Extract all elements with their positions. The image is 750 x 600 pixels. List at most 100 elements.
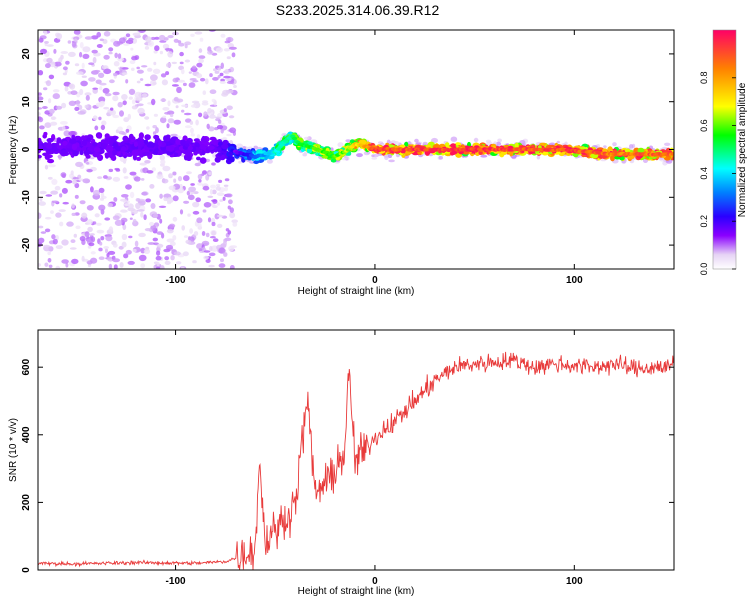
noise-blob — [50, 190, 59, 195]
snr-y-axis-label: SNR (10 * v/v) — [8, 418, 19, 482]
noise-blob — [168, 223, 176, 228]
noise-blob — [132, 218, 137, 224]
noise-blob — [128, 235, 133, 239]
colorbar-label: Normalized spectral amplitude — [737, 82, 748, 217]
noise-blob — [181, 68, 185, 75]
noise-blob — [38, 92, 42, 96]
noise-blob — [134, 240, 139, 247]
noise-blob — [115, 168, 121, 172]
noise-blob — [176, 98, 184, 103]
noise-blob — [62, 125, 66, 131]
noise-blob — [117, 126, 123, 132]
noise-blob — [220, 33, 226, 38]
noise-blob — [91, 49, 98, 54]
halo-blob — [473, 137, 479, 143]
noise-blob — [121, 233, 128, 241]
noise-blob — [123, 253, 129, 259]
noise-blob — [198, 222, 202, 229]
noise-blob — [202, 209, 207, 213]
noise-blob — [103, 175, 108, 179]
noise-blob — [58, 155, 62, 160]
noise-blob — [173, 119, 181, 125]
noise-blob — [223, 252, 228, 257]
noise-blob — [187, 194, 195, 201]
noise-blob — [38, 201, 46, 206]
band-blob — [112, 149, 118, 156]
noise-blob — [208, 252, 216, 257]
noise-blob — [183, 235, 189, 238]
noise-blob — [76, 71, 84, 76]
noise-blob — [228, 115, 235, 119]
noise-blob — [38, 37, 44, 43]
noise-blob — [38, 212, 42, 219]
band-blob — [539, 142, 547, 147]
noise-blob — [187, 213, 191, 217]
noise-blob — [65, 179, 73, 184]
snr-x-axis-label: Height of straight line (km) — [298, 586, 415, 597]
noise-blob — [98, 256, 105, 261]
noise-blob — [179, 209, 184, 215]
noise-blob — [109, 109, 117, 116]
noise-blob — [208, 264, 215, 268]
noise-blob — [38, 263, 42, 267]
noise-blob — [82, 178, 91, 184]
noise-blob — [198, 112, 203, 118]
band-blob — [220, 150, 229, 154]
noise-blob — [175, 105, 179, 109]
noise-blob — [136, 69, 144, 74]
snr-axes: -100 0 100 0 200 400 600 — [21, 330, 674, 587]
noise-blob — [184, 59, 191, 63]
noise-blob — [194, 31, 203, 35]
band-blob — [187, 145, 193, 151]
band-blob — [53, 147, 59, 152]
noise-blob — [90, 251, 96, 255]
band-blob — [108, 139, 113, 147]
noise-blob — [97, 176, 103, 180]
noise-blob — [154, 36, 160, 40]
noise-blob — [47, 258, 52, 263]
noise-blob — [213, 68, 217, 72]
noise-blob — [121, 67, 129, 70]
noise-blob — [40, 48, 47, 55]
noise-blob — [208, 171, 213, 176]
noise-blob — [67, 40, 72, 44]
noise-blob — [38, 96, 44, 101]
noise-blob — [99, 86, 103, 91]
noise-blob — [68, 100, 77, 107]
noise-blob — [66, 221, 74, 227]
noise-blob — [155, 255, 162, 261]
noise-blob — [209, 188, 213, 195]
noise-blob — [232, 222, 238, 227]
noise-blob — [125, 128, 130, 133]
noise-blob — [196, 217, 203, 224]
noise-blob — [205, 78, 209, 85]
noise-blob — [70, 90, 78, 95]
noise-blob — [177, 79, 185, 83]
noise-blob — [211, 162, 216, 166]
noise-blob — [62, 66, 68, 71]
colorbar-tick-label: 0.6 — [699, 119, 709, 132]
noise-blob — [216, 124, 224, 130]
noise-blob — [198, 48, 203, 53]
noise-blob — [190, 127, 194, 134]
band-blob — [92, 142, 98, 147]
noise-blob — [227, 205, 231, 210]
band-blob — [144, 134, 151, 141]
band-blob — [104, 133, 110, 139]
band-blob — [43, 131, 48, 136]
noise-blob — [211, 230, 217, 236]
noise-blob — [163, 197, 168, 202]
noise-blob — [79, 236, 86, 242]
noise-blob — [45, 80, 52, 87]
noise-blob — [165, 71, 170, 76]
halo-blob — [238, 160, 243, 164]
noise-blob — [159, 40, 167, 43]
noise-blob — [153, 61, 157, 66]
noise-blob — [226, 105, 233, 111]
noise-blob — [86, 219, 93, 225]
noise-blob — [80, 80, 88, 87]
noise-blob — [61, 259, 69, 264]
band-blob — [122, 135, 129, 142]
noise-blob — [81, 212, 88, 219]
